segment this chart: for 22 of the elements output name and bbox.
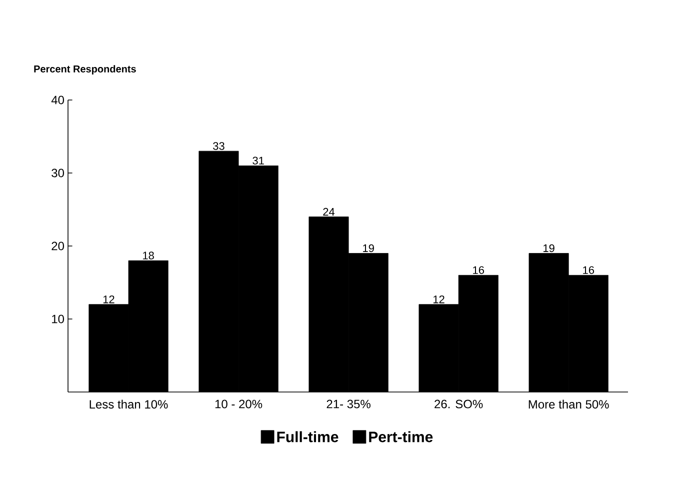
data-label: 19: [544, 244, 554, 252]
x-tick-label: More than 50%: [528, 400, 609, 409]
data-label: 16: [473, 266, 484, 274]
y-tick-label: 40: [51, 96, 64, 104]
x-tick-label: 21- 35%: [326, 400, 370, 408]
legend-label: Full-time: [277, 431, 338, 442]
x-tick-label: 10 - 20%: [215, 400, 262, 408]
y-axis-title: Percent Respondents: [34, 65, 136, 74]
y-tick-label: 30: [52, 168, 64, 178]
y-tick-label: 20: [52, 242, 64, 250]
data-label: 24: [323, 208, 335, 216]
data-label: 18: [143, 252, 154, 260]
x-tick-label: 26. SO%: [434, 400, 483, 408]
x-tick-label: Less than 10%: [90, 400, 168, 409]
legend-label: Pert-time: [369, 431, 433, 442]
data-label: 16: [583, 266, 594, 274]
data-label: 33: [213, 142, 224, 150]
data-label: 12: [433, 296, 444, 304]
y-tick-label: 10: [52, 314, 64, 324]
data-label: 31: [252, 156, 264, 164]
data-label: 12: [103, 296, 114, 304]
data-label: 19: [363, 244, 374, 252]
